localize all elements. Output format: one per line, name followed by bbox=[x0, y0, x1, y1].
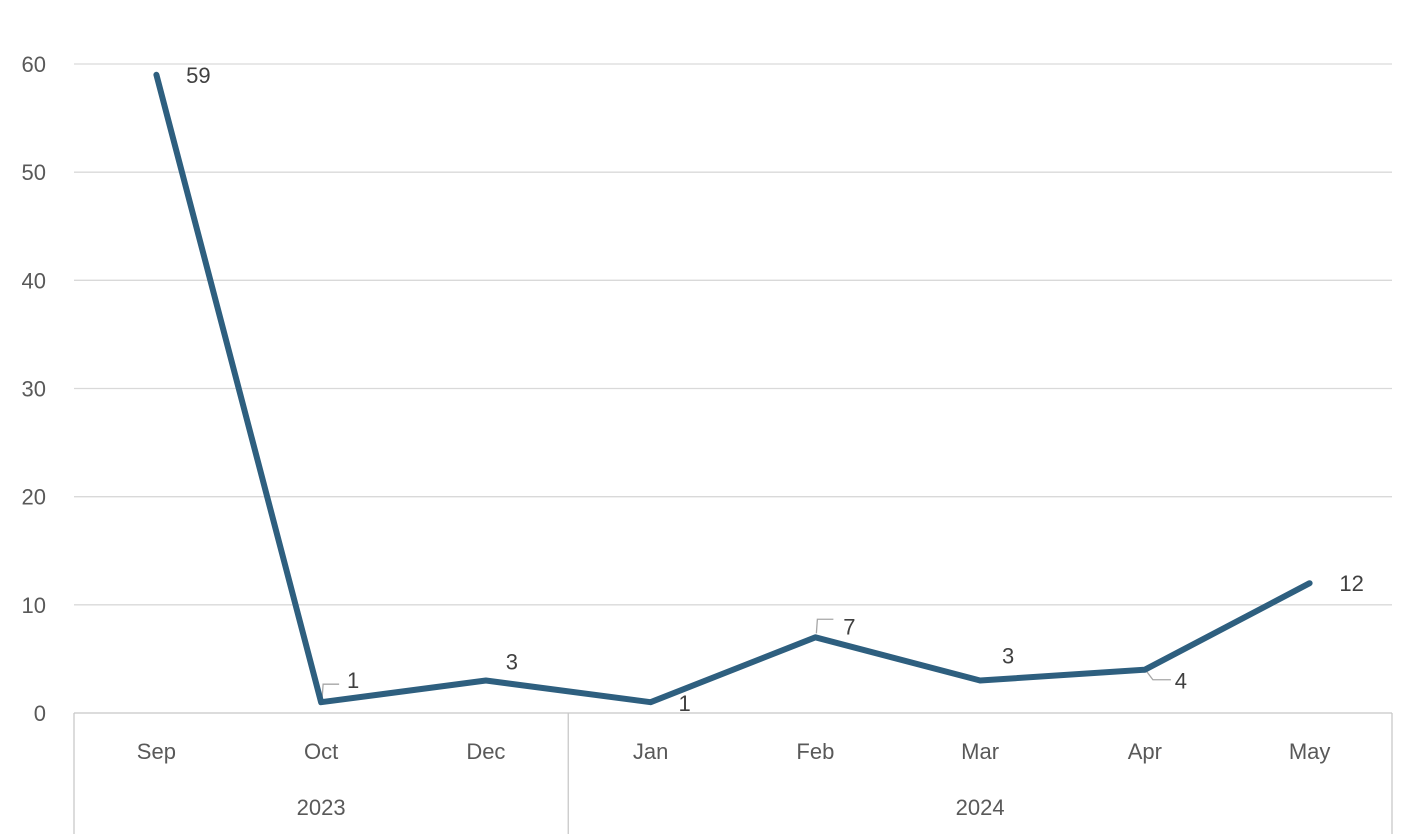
data-label-leader bbox=[321, 683, 340, 699]
y-tick-label: 60 bbox=[22, 52, 46, 77]
y-tick-label: 30 bbox=[22, 377, 46, 402]
x-tick-label: Sep bbox=[137, 739, 176, 764]
data-label: 1 bbox=[679, 691, 691, 716]
x-tick-label: Feb bbox=[796, 739, 834, 764]
y-tick-label: 20 bbox=[22, 485, 46, 510]
x-tick-label: Oct bbox=[304, 739, 338, 764]
data-labels: 59 1 3 1 7 3 4 12 bbox=[186, 63, 1364, 716]
series-line bbox=[153, 71, 1313, 706]
x-group-label: 2023 bbox=[297, 795, 346, 820]
data-label: 1 bbox=[347, 668, 359, 693]
y-tick-label: 10 bbox=[22, 593, 46, 618]
series-line-path bbox=[153, 71, 1313, 706]
x-tick-label: Dec bbox=[466, 739, 505, 764]
data-label: 4 bbox=[1175, 669, 1187, 694]
y-tick-label: 0 bbox=[34, 701, 46, 726]
x-tick-label: Apr bbox=[1128, 739, 1162, 764]
data-label-leader bbox=[815, 618, 834, 634]
data-label-leaders bbox=[321, 618, 1171, 699]
data-label: 7 bbox=[843, 614, 855, 639]
x-tick-label: Jan bbox=[633, 739, 668, 764]
y-tick-label: 40 bbox=[22, 268, 46, 293]
y-tick-label: 50 bbox=[22, 160, 46, 185]
x-axis: Sep Oct Dec Jan Feb Mar Apr May 2023 2024 bbox=[73, 712, 1393, 834]
data-label: 12 bbox=[1339, 571, 1363, 596]
x-tick-label: Mar bbox=[961, 739, 999, 764]
data-label-leader bbox=[1146, 671, 1171, 681]
data-label: 3 bbox=[506, 650, 518, 675]
x-group-label: 2024 bbox=[956, 795, 1005, 820]
y-axis-ticks: 0 10 20 30 40 50 60 bbox=[22, 52, 46, 726]
data-label: 3 bbox=[1002, 644, 1014, 669]
gridlines bbox=[74, 63, 1392, 606]
data-label: 59 bbox=[186, 63, 210, 88]
x-tick-label: May bbox=[1289, 739, 1331, 764]
